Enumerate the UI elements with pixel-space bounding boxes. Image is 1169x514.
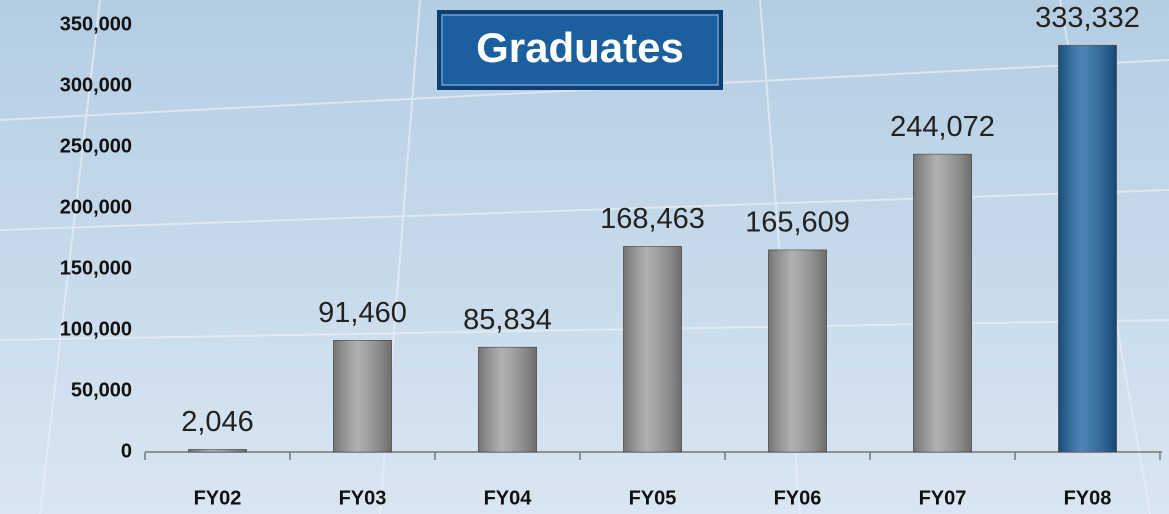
chart-title: Graduates <box>476 24 684 71</box>
x-tick-label: FY05 <box>629 487 677 509</box>
value-label: 85,834 <box>463 304 552 336</box>
x-tick-label: FY03 <box>339 487 387 509</box>
x-tick-label: FY06 <box>774 487 822 509</box>
chart: Graduates 0 50,000 100,000 150,000 200,000 25… <box>0 0 1169 514</box>
value-label: 2,046 <box>181 406 254 438</box>
y-tick-label: 300,000 <box>60 74 132 96</box>
y-tick-label: 150,000 <box>60 257 132 279</box>
x-tick-label: FY04 <box>484 487 533 509</box>
x-tick-label: FY02 <box>194 487 242 509</box>
x-tick-label: FY08 <box>1064 487 1112 509</box>
value-label: 333,332 <box>1035 2 1140 34</box>
x-tick-label: FY07 <box>919 487 967 509</box>
y-tick-label: 100,000 <box>60 318 132 340</box>
y-tick-label: 200,000 <box>60 196 132 218</box>
bar-shade <box>189 450 247 452</box>
bar-shade <box>624 246 682 452</box>
y-tick-label: 0 <box>121 440 132 462</box>
y-tick-label: 50,000 <box>71 379 132 401</box>
value-label: 244,072 <box>890 111 995 143</box>
value-label: 165,609 <box>745 207 850 239</box>
value-label: 91,460 <box>318 297 407 329</box>
bar-shade <box>769 250 827 452</box>
y-tick-label: 350,000 <box>60 13 132 35</box>
bar-shade <box>914 154 972 452</box>
bar-shade <box>334 340 392 452</box>
bar-shade <box>479 347 537 452</box>
value-label: 168,463 <box>600 203 705 235</box>
y-tick-label: 250,000 <box>60 135 132 157</box>
bar-shade <box>1059 45 1117 452</box>
